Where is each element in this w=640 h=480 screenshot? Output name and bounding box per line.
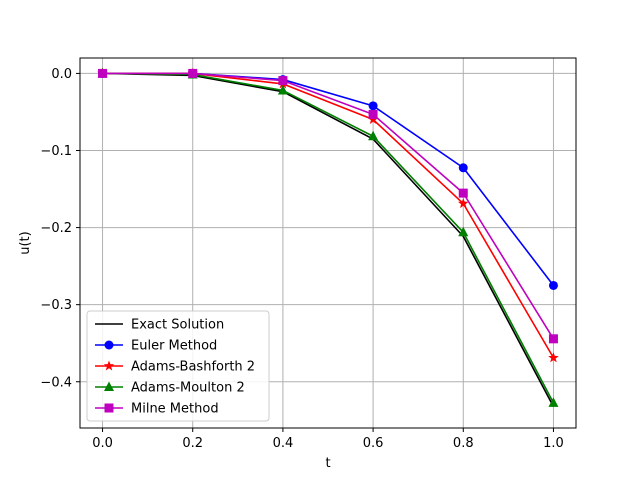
data-point-adams-bashforth-2 [458, 198, 469, 208]
data-point-euler-method [458, 163, 468, 173]
data-point-milne-method [458, 188, 468, 198]
y-tick-label: −0.1 [40, 144, 72, 159]
x-tick-label: 0.6 [363, 436, 384, 451]
series-exact-solution [102, 72, 555, 408]
plot-frame [79, 57, 577, 429]
y-tick-label: −0.3 [40, 298, 72, 313]
x-axis-label: t [325, 456, 330, 471]
data-point-euler-method [368, 101, 378, 111]
x-tick-label: 0.8 [453, 436, 474, 451]
series-line-milne-method [102, 72, 555, 340]
legend-item-milne-method: Milne Method [95, 402, 219, 417]
legend-marker-euler-method [104, 340, 114, 350]
data-point-milne-method [98, 68, 108, 78]
data-point-milne-method [188, 68, 198, 78]
grid [80, 58, 576, 428]
ticks: 0.0 0.2 0.4 0.6 0.8 1.0 0.0 −0.1 −0.2 −0.3 −0.4 [40, 67, 563, 451]
legend-marker-milne-method [104, 403, 114, 413]
legend-marker-adams-moulton-2 [104, 381, 114, 391]
y-tick-label: −0.2 [40, 221, 72, 236]
legend-item-adams-moulton-2: Adams-Moulton 2 [95, 381, 245, 396]
data-point-milne-method [548, 334, 558, 344]
series-layer [97, 67, 559, 408]
data-point-adams-moulton-2 [277, 84, 288, 95]
series-milne-method [98, 68, 558, 344]
legend-label-exact-solution: Exact Solution [131, 318, 224, 333]
data-point-euler-method [548, 280, 558, 290]
legend-box [86, 310, 270, 422]
legend-label-milne-method: Milne Method [131, 402, 219, 417]
legend-label-adams-moulton-2: Adams-Moulton 2 [131, 381, 245, 396]
data-point-adams-bashforth-2 [548, 352, 559, 363]
x-tick-label: 1.0 [543, 436, 564, 451]
legend-label-euler-method: Euler Method [131, 339, 217, 354]
x-tick-label: 0.4 [273, 436, 294, 451]
legend-item-adams-bashforth-2: Adams-Bashforth 2 [95, 360, 255, 375]
legend-item-euler-method: Euler Method [95, 339, 217, 354]
y-tick-label: 0.0 [51, 67, 72, 82]
data-point-adams-moulton-2 [548, 397, 559, 407]
data-point-milne-method [278, 76, 288, 86]
legend-marker-adams-bashforth-2 [103, 360, 115, 371]
data-point-adams-bashforth-2 [367, 114, 379, 124]
y-axis-label: u(t) [18, 231, 33, 254]
legend-label-adams-bashforth-2: Adams-Bashforth 2 [131, 360, 255, 375]
y-tick-label: −0.4 [40, 375, 72, 390]
legend-item-exact-solution: Exact Solution [95, 318, 224, 333]
data-point-adams-moulton-2 [368, 130, 379, 141]
legend: Exact Solution Euler Method Adams-Bashfort… [86, 310, 270, 422]
series-line-exact-solution [102, 72, 555, 408]
data-point-adams-moulton-2 [458, 226, 469, 237]
data-point-milne-method [368, 109, 378, 119]
x-tick-label: 0.0 [92, 436, 113, 451]
x-tick-label: 0.2 [182, 436, 203, 451]
series-line-adams-moulton-2 [102, 72, 555, 404]
